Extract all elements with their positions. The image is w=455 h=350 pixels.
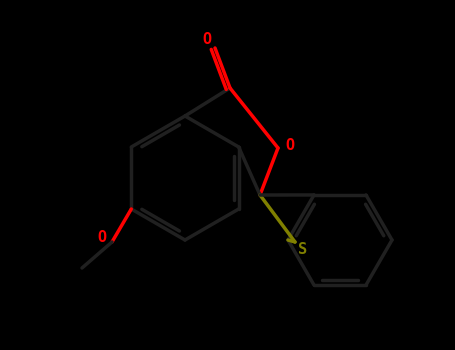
Text: O: O — [202, 33, 212, 48]
Text: O: O — [97, 231, 106, 245]
Text: S: S — [298, 243, 308, 258]
Text: O: O — [285, 139, 294, 154]
